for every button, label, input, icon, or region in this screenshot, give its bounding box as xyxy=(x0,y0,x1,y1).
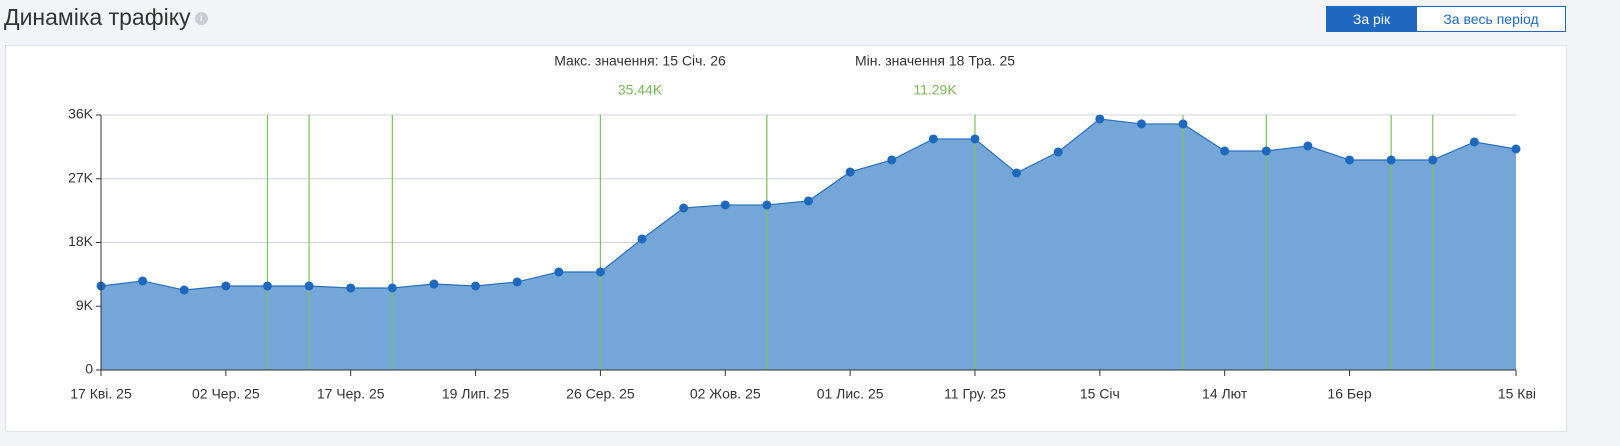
x-tick-label: 17 Чер. 25 xyxy=(317,386,385,402)
point xyxy=(304,281,314,291)
point xyxy=(387,283,397,293)
point xyxy=(346,283,356,293)
x-tick-label: 15 Січ xyxy=(1080,386,1120,402)
point xyxy=(887,155,897,165)
point xyxy=(1012,168,1022,178)
y-tick-label: 36K xyxy=(68,106,94,122)
point xyxy=(554,267,564,277)
point xyxy=(429,279,439,289)
point xyxy=(221,281,231,291)
button[interactable]: За рік xyxy=(1326,6,1417,32)
point xyxy=(970,134,980,144)
y-tick-label: 18K xyxy=(68,233,94,249)
point xyxy=(1136,119,1146,129)
annotation-label: Макс. значення: 15 Січ. 26 xyxy=(554,53,726,69)
point xyxy=(1178,119,1188,129)
point xyxy=(762,200,772,210)
point xyxy=(1469,137,1479,147)
point xyxy=(804,196,813,206)
y-tick-label: 9K xyxy=(76,297,94,313)
point xyxy=(262,281,272,291)
point xyxy=(1511,144,1521,154)
x-tick-label: 15 Кві xyxy=(1498,386,1536,402)
button[interactable]: За весь період xyxy=(1417,6,1566,32)
point xyxy=(1386,155,1396,165)
x-tick-label: 14 Лют xyxy=(1202,386,1248,402)
point xyxy=(637,234,647,244)
point xyxy=(1053,147,1063,157)
x-tick-label: 02 Жов. 25 xyxy=(690,386,761,402)
period-switch: За рік За весь період xyxy=(1326,6,1566,32)
point xyxy=(1345,155,1355,165)
point xyxy=(1261,146,1271,156)
point xyxy=(471,281,481,291)
point xyxy=(512,277,522,287)
title: Динаміка трафіку i xyxy=(4,4,208,31)
point xyxy=(1220,146,1230,156)
area xyxy=(101,118,1516,370)
point xyxy=(679,203,689,213)
x-tick-label: 17 Кві. 25 xyxy=(70,386,132,402)
annotation-label: Мін. значення 18 Тра. 25 xyxy=(855,53,1015,69)
annotation-value: 35.44K xyxy=(618,82,663,98)
point xyxy=(720,200,730,210)
point xyxy=(595,267,605,277)
point xyxy=(1428,155,1438,165)
x-tick-label: 02 Чер. 25 xyxy=(192,386,260,402)
annotation-value: 11.29K xyxy=(913,82,957,98)
x-tick-label: 19 Лип. 25 xyxy=(442,386,510,402)
point xyxy=(179,285,189,295)
point xyxy=(1303,141,1313,151)
title-text: Динаміка трафіку xyxy=(4,4,191,30)
point xyxy=(845,167,855,177)
info-icon[interactable]: i xyxy=(194,12,208,26)
x-tick-label: 26 Сер. 25 xyxy=(566,386,635,402)
point xyxy=(1095,114,1105,124)
y-tick-label: 0 xyxy=(85,361,93,377)
point xyxy=(928,134,938,144)
x-tick-label: 16 Бер xyxy=(1327,386,1371,402)
point xyxy=(138,276,148,286)
x-tick-label: 11 Гру. 25 xyxy=(944,386,1006,402)
y-tick-label: 27K xyxy=(68,169,94,185)
x-tick-label: 01 Лис. 25 xyxy=(817,386,884,402)
